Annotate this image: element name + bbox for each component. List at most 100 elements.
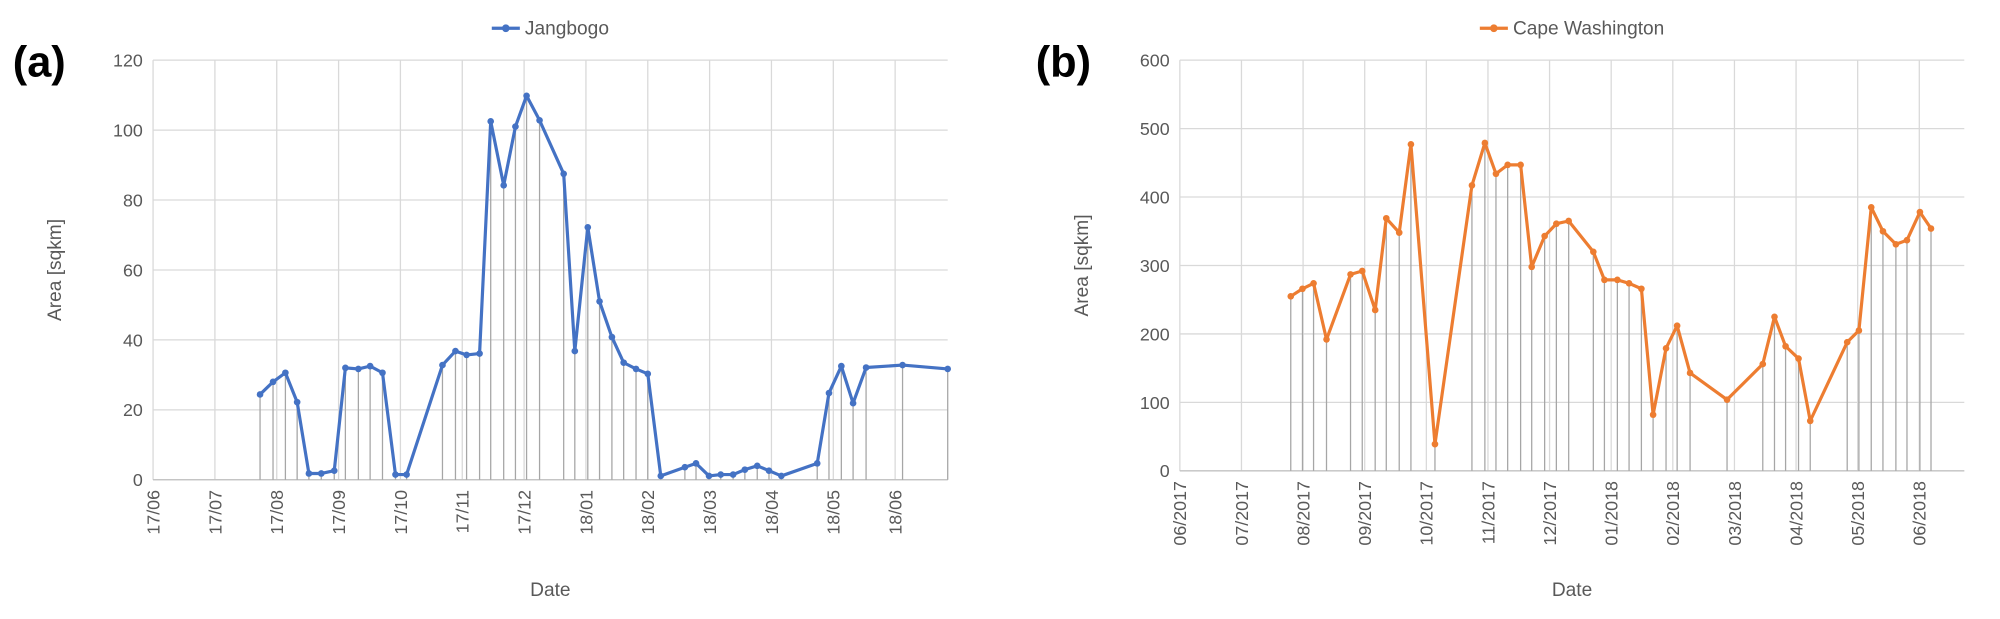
point [536, 116, 543, 124]
point [1759, 360, 1767, 368]
x-tick-label: 17/08 [267, 490, 287, 535]
point [1407, 141, 1415, 148]
point [584, 223, 592, 231]
x-tick-label: 18/05 [824, 490, 844, 535]
point [560, 170, 567, 178]
y-tick-label: 80 [123, 190, 143, 210]
x-tick-label: 18/01 [576, 490, 596, 535]
point [439, 361, 446, 369]
x-tick-label: 17/06 [143, 490, 163, 535]
point [1795, 355, 1802, 362]
point [476, 350, 483, 357]
point [1358, 267, 1366, 275]
y-tick-label: 100 [113, 120, 143, 140]
point [596, 298, 603, 305]
x-axis-label: Date [530, 580, 570, 601]
point [1867, 203, 1875, 211]
point [1492, 170, 1500, 178]
point [571, 347, 579, 355]
point [741, 466, 749, 473]
point [317, 470, 325, 477]
point [1565, 217, 1572, 225]
point [392, 471, 399, 478]
x-axis-label: Date [1552, 580, 1592, 601]
point [899, 361, 906, 369]
x-tick-label: 11/2017 [1478, 481, 1498, 544]
point [1541, 232, 1548, 240]
point [1855, 327, 1863, 334]
point [500, 182, 508, 189]
point [765, 467, 773, 475]
x-tick-label: 17/07 [205, 490, 225, 535]
point [657, 472, 665, 480]
point [1662, 345, 1670, 352]
point [705, 472, 713, 480]
point [849, 399, 857, 407]
point [1517, 161, 1524, 169]
point [862, 364, 870, 371]
point [644, 370, 652, 378]
point [1601, 276, 1608, 284]
x-tick-label: 17/10 [391, 490, 411, 535]
point [1299, 285, 1306, 293]
x-tick-label: 18/04 [762, 490, 782, 535]
point [1649, 411, 1657, 419]
point [1916, 208, 1924, 216]
panel-label: (b) [1036, 39, 1091, 87]
point [512, 123, 519, 130]
point [1504, 161, 1511, 169]
point [1638, 285, 1645, 293]
point [379, 369, 386, 377]
y-axis-label: Area [sqkm] [45, 219, 66, 321]
x-tick-label: 08/2017 [1293, 481, 1313, 546]
x-tick-label: 02/2018 [1663, 481, 1683, 546]
x-tick-label: 17/11 [453, 490, 473, 533]
point [355, 365, 362, 373]
series-line [258, 94, 948, 478]
legend-label: Cape Washington [1513, 19, 1664, 40]
y-tick-label: 600 [1140, 51, 1170, 71]
point [620, 359, 627, 366]
point [523, 92, 530, 100]
point [753, 462, 761, 470]
y-tick-label: 500 [1140, 119, 1170, 139]
y-tick-label: 400 [1140, 187, 1170, 207]
point [1481, 139, 1489, 147]
point [403, 471, 410, 478]
y-axis-label: Area [sqkm] [1072, 214, 1093, 316]
point [1528, 263, 1536, 271]
y-tick-label: 300 [1140, 256, 1170, 276]
point [452, 347, 459, 355]
point [681, 463, 689, 471]
point [1468, 182, 1476, 189]
x-tick-label: 12/2017 [1540, 481, 1560, 546]
point [692, 460, 700, 467]
point [1382, 214, 1390, 222]
point [1843, 338, 1851, 346]
point [1806, 417, 1814, 425]
point [1892, 240, 1900, 248]
legend-marker [501, 24, 510, 33]
point [1625, 279, 1633, 287]
point [269, 378, 277, 386]
x-tick-label: 04/2018 [1786, 481, 1806, 546]
point [1723, 396, 1731, 403]
x-tick-label: 07/2017 [1232, 481, 1252, 546]
x-tick-label: 03/2018 [1725, 481, 1745, 546]
point [1553, 220, 1560, 228]
point [487, 118, 495, 125]
y-tick-label: 20 [123, 400, 143, 420]
point [1287, 292, 1295, 300]
point [825, 389, 833, 397]
x-tick-label: 17/09 [329, 490, 349, 535]
point [1927, 225, 1935, 232]
point [1347, 271, 1354, 278]
point [1395, 229, 1403, 236]
legend-marker [1490, 24, 1498, 33]
point [1323, 336, 1330, 343]
point [282, 369, 289, 377]
x-tick-label: 10/2017 [1417, 481, 1437, 546]
panel-label: (a) [13, 39, 66, 87]
x-tick-label: 06/2018 [1910, 481, 1930, 546]
